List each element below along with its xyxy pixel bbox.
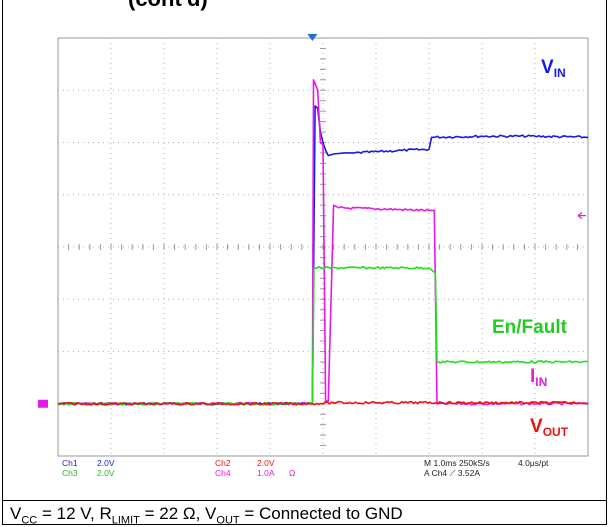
readout-ch4-scale: 1.0A: [257, 468, 275, 478]
trace-vout: [57, 400, 589, 406]
label-vout: VOUT: [530, 416, 569, 439]
caption-divider: [2, 500, 607, 501]
readout-ohm: Ω: [289, 468, 295, 478]
trigger-level-icon: [577, 212, 586, 220]
vout-sub: OUT: [216, 514, 240, 527]
oscilloscope-plot: VIN En/Fault IIN VOUT Ch1 2.0V Ch3 2.0V Ch2 2.0V C…: [38, 34, 589, 478]
label-vin: VIN: [541, 57, 566, 80]
readout-timebase: M 1.0ms 250kS/s: [424, 458, 490, 468]
trigger-position-icon: [307, 34, 318, 41]
label-en-fault: En/Fault: [492, 317, 568, 338]
rlimit-sub: LIMIT: [111, 514, 140, 527]
test-conditions-caption: VCC = 12 V, RLIMIT = 22 Ω, VOUT = Connec…: [10, 504, 403, 526]
readout-sample-interval: 4.0μs/pt: [518, 458, 549, 468]
readout-ch2-scale: 2.0V: [257, 458, 275, 468]
readout-trigger: A Ch4 ⟋ 3.52A: [424, 468, 480, 478]
readout-ch1: Ch1: [62, 458, 78, 468]
ground-marker-icon: [38, 399, 48, 408]
readout-ch3: Ch3: [62, 468, 78, 478]
vcc-sub: CC: [21, 514, 38, 527]
label-iin: IIN: [530, 366, 547, 389]
readout-ch3-scale: 2.0V: [97, 468, 115, 478]
header-fragment: (cont'd): [128, 0, 208, 12]
vout-label: V: [205, 504, 217, 523]
rlimit-label: R: [99, 504, 112, 523]
vcc-value: = 12 V,: [37, 504, 100, 523]
rlimit-value: = 22 Ω,: [139, 504, 206, 523]
vcc-label: V: [10, 504, 22, 523]
readout-ch4: Ch4: [215, 468, 231, 478]
vout-value: = Connected to GND: [239, 504, 403, 523]
readout-ch2: Ch2: [215, 458, 231, 468]
readout-ch1-scale: 2.0V: [97, 458, 115, 468]
